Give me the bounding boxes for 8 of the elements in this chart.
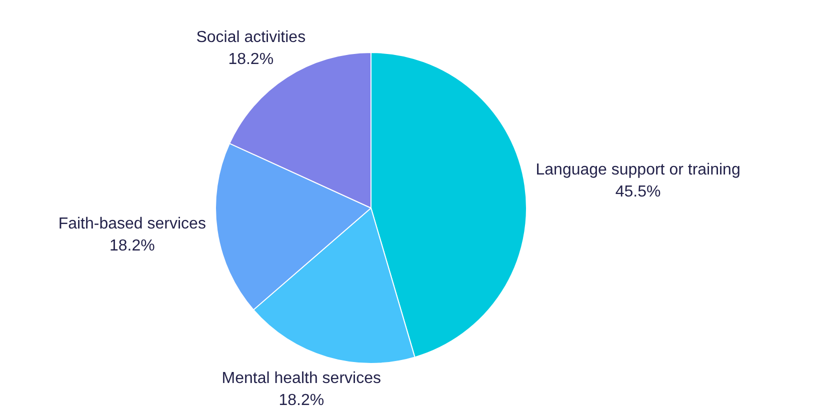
data-label: 18.2% [109, 237, 155, 254]
data-label: 45.5% [615, 183, 661, 200]
data-label: 18.2% [278, 392, 324, 410]
slice-label: Language support or training [536, 161, 740, 178]
data-label: 18.2% [228, 50, 274, 68]
slice-label: Mental health services [222, 370, 381, 388]
slice-label: Faith-based services [58, 215, 206, 232]
slice-label: Social activities [196, 28, 306, 46]
